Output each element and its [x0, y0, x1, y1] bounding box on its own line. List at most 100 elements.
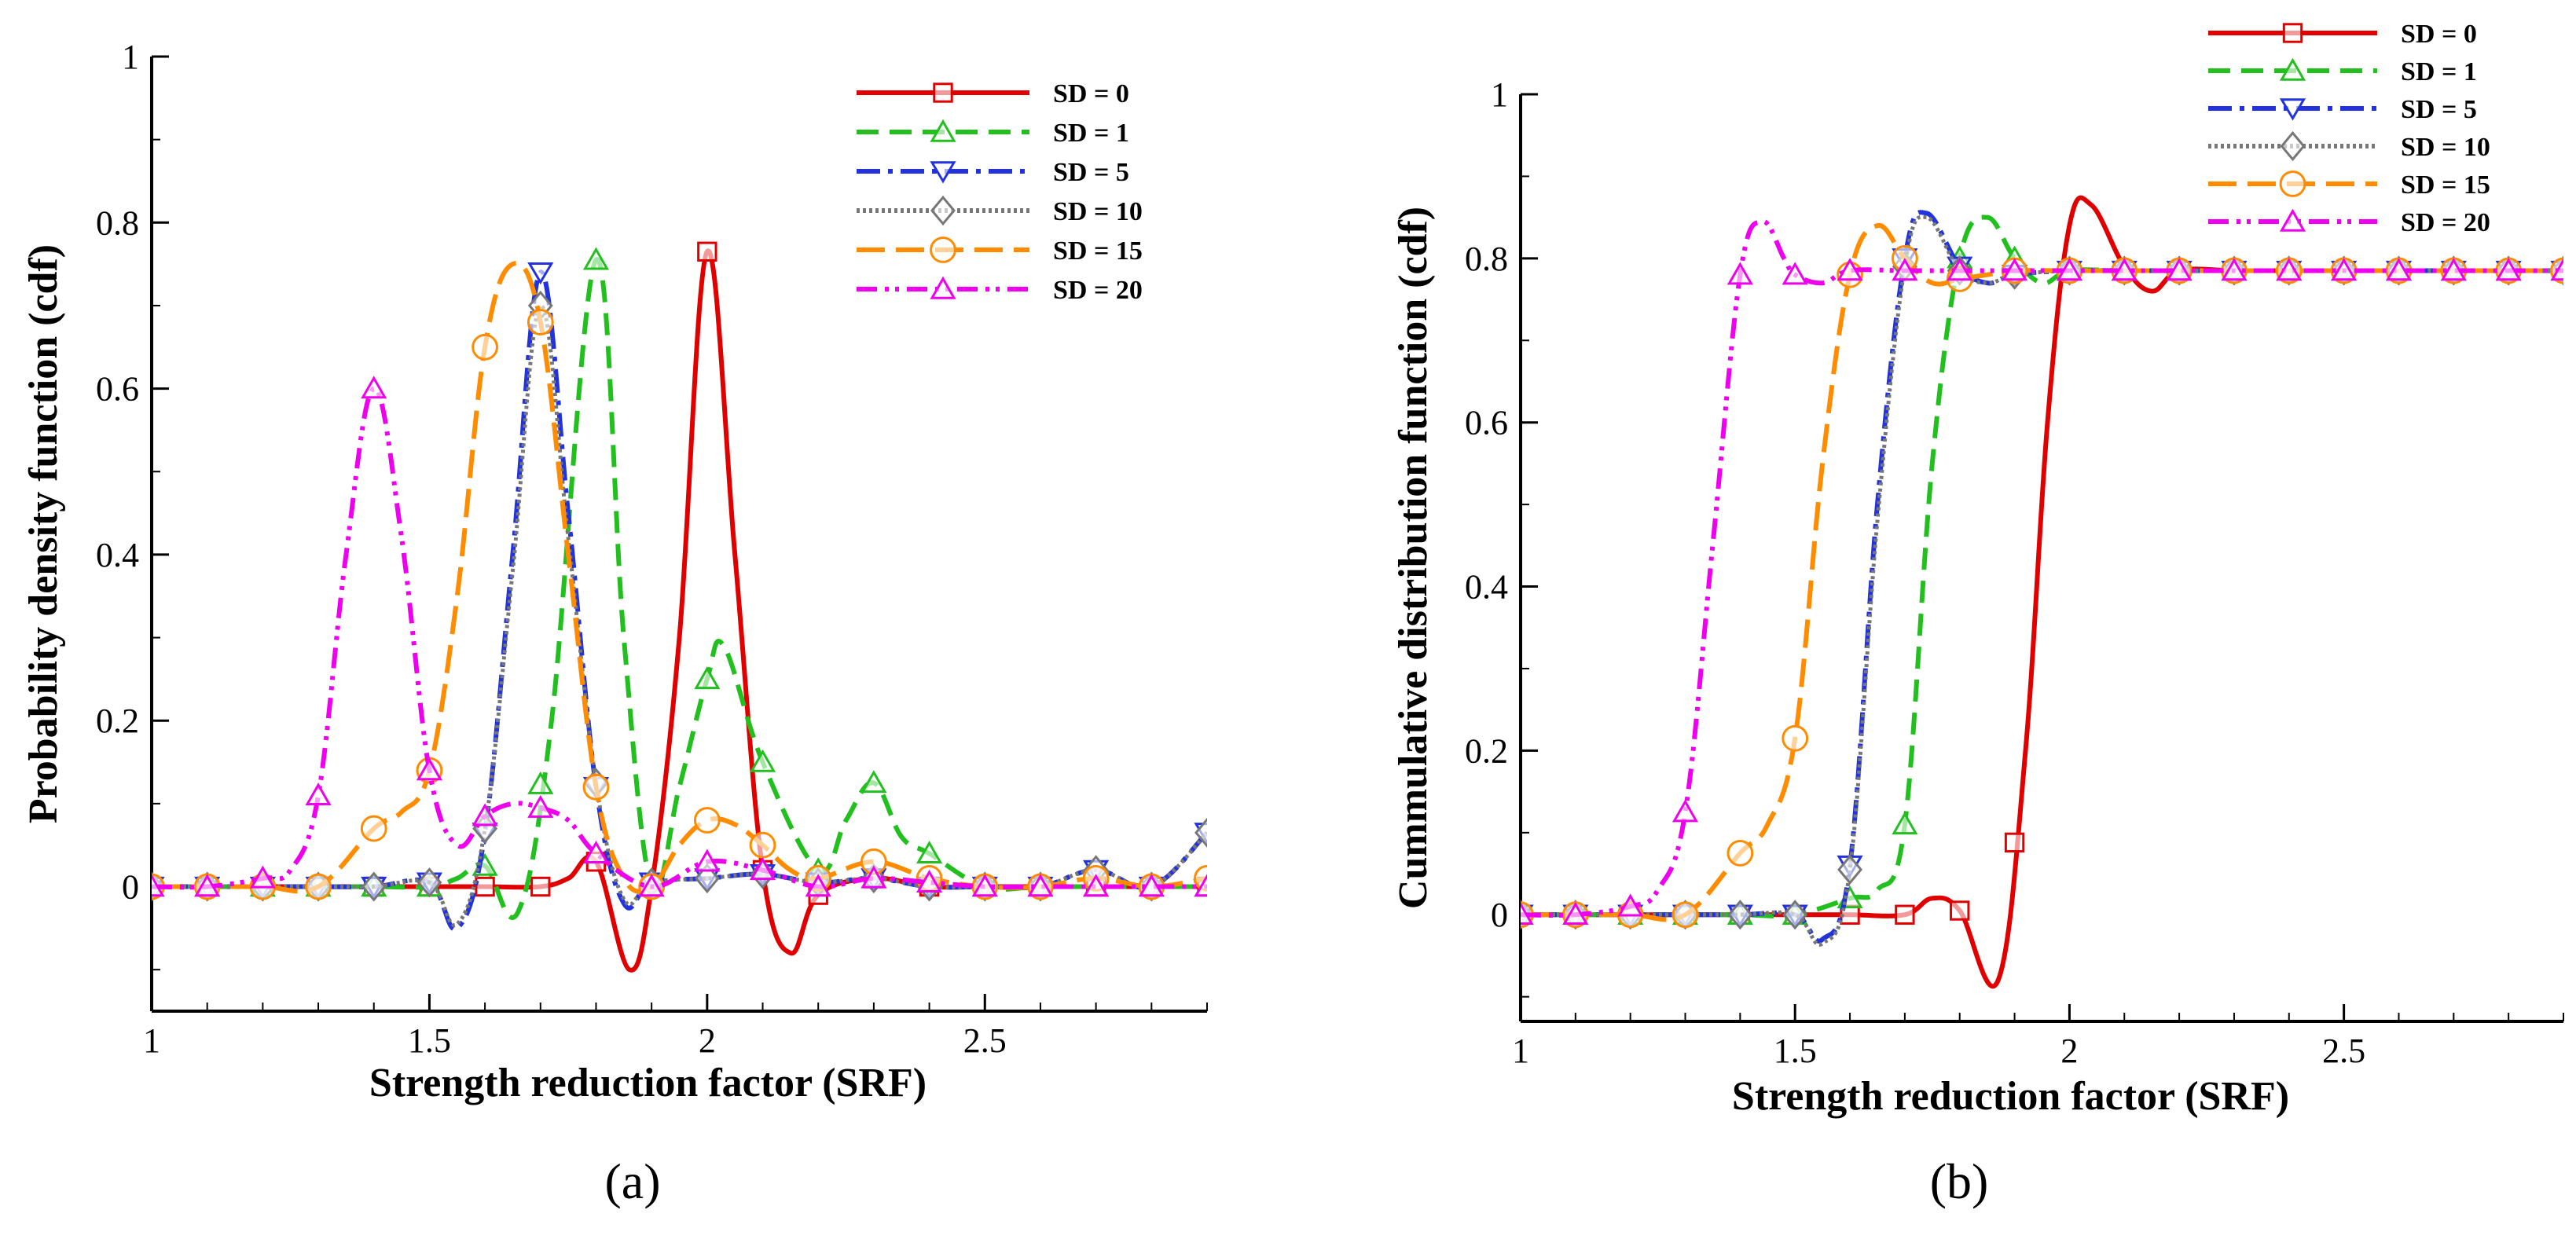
data-point-marker [194, 874, 221, 897]
chart-panel-a: 1 1.5 2 2.5 0 0.2 0.4 0.6 0.8 1 Strength reduction… [21, 38, 1208, 1209]
data-point-marker [697, 241, 717, 262]
y-tick-label: 0.4 [96, 536, 139, 574]
legend-label: SD = 1 [1053, 119, 1129, 148]
legend-item: SD = 5 [857, 158, 1129, 187]
y-tick-label: 0.2 [96, 702, 139, 740]
x-tick-label: 2.5 [963, 1021, 1007, 1060]
data-point-marker [749, 831, 776, 859]
data-point-marker [749, 749, 776, 772]
series-line [152, 257, 1207, 920]
legend-item: SD = 1 [2208, 57, 2477, 86]
data-point-marker [1083, 874, 1110, 897]
data-point-marker [249, 865, 276, 889]
data-point-marker [694, 849, 721, 872]
legend-label: SD = 1 [2401, 57, 2477, 86]
data-point-marker [1727, 900, 1753, 930]
legend-label: SD = 10 [2401, 133, 2490, 162]
data-point-marker [2385, 258, 2413, 281]
data-point-marker [693, 807, 721, 834]
series-sd15 [152, 260, 1207, 900]
legend: SD = 0 SD = 1 SD = 5 SD = 10 SD = 15 SD = 20 [2208, 20, 2490, 237]
legend-marker [930, 119, 956, 142]
data-point-marker [527, 262, 554, 285]
legend-item: SD = 10 [857, 195, 1143, 226]
legend-label: SD = 20 [1053, 276, 1143, 305]
x-tick-label: 1 [143, 1021, 160, 1060]
data-point-marker [2166, 258, 2193, 281]
data-point-marker [971, 874, 998, 897]
data-point-marker [694, 863, 720, 894]
series-sd20 [152, 376, 1207, 897]
data-point-marker [916, 869, 943, 893]
legend-item: SD = 5 [2208, 95, 2477, 124]
legend-item: SD = 15 [857, 236, 1143, 266]
data-point-marker [582, 773, 610, 801]
data-point-marker [1782, 724, 1809, 752]
data-point-marker [361, 871, 387, 902]
data-point-marker [1617, 893, 1644, 917]
legend-marker [2280, 130, 2306, 162]
legend-marker [933, 82, 953, 103]
series-line [1521, 214, 2563, 918]
chart-panel-b: 1 1.5 2 2.5 0 0.2 0.4 0.6 0.8 1 Strength reduction… [1391, 20, 2564, 1209]
x-axis-title: Strength reduction factor (SRF) [1732, 1074, 2289, 1119]
data-point-marker [1782, 900, 1808, 930]
data-point-marker [361, 376, 387, 399]
data-point-marker [2004, 832, 2025, 853]
series-line [152, 248, 1207, 973]
data-point-marker [472, 333, 499, 361]
series-sd1 [1521, 214, 2563, 925]
series-line [1521, 218, 2563, 918]
data-point-marker [475, 876, 495, 897]
legend-marker [2279, 57, 2306, 81]
y-tick-label: 1 [122, 38, 139, 76]
series-line [152, 269, 1207, 932]
legend-label: SD = 5 [2401, 95, 2477, 124]
panel-label: (b) [1930, 1153, 1989, 1209]
data-point-marker [1194, 874, 1207, 897]
data-point-marker [1892, 812, 1918, 835]
legend-label: SD = 10 [1053, 197, 1143, 226]
plot-area [152, 241, 1207, 973]
x-axis-title: Strength reduction factor (SRF) [369, 1061, 927, 1105]
series-sd5 [1521, 210, 2563, 944]
legend-label: SD = 15 [1053, 236, 1143, 266]
series-line [1521, 195, 2563, 989]
data-point-marker [1782, 262, 1808, 285]
legend-marker [930, 161, 956, 184]
legend-item: SD = 15 [2208, 170, 2490, 200]
legend-label: SD = 0 [2401, 20, 2477, 49]
data-point-marker [527, 309, 554, 335]
data-point-marker [1727, 840, 1754, 867]
legend-label: SD = 20 [2401, 208, 2490, 237]
data-point-marker [472, 803, 498, 827]
series-sd10 [1521, 214, 2563, 947]
x-tick-label: 2.5 [2322, 1032, 2365, 1070]
x-tick-label: 2 [2060, 1032, 2078, 1070]
data-point-marker [2276, 258, 2303, 281]
panel-label: (a) [604, 1153, 660, 1209]
data-point-marker [2001, 258, 2028, 281]
series-line [1521, 214, 2563, 947]
data-point-marker [1947, 258, 1973, 281]
x-tick-label: 1.5 [408, 1021, 451, 1060]
x-tick-label: 2 [699, 1021, 716, 1060]
y-axis-title: Probability density function (cdf) [21, 244, 66, 823]
y-axis-title: Cummulative distribution function (cdf) [1391, 207, 1436, 909]
data-point-marker [805, 874, 831, 897]
y-tick-label: 0.6 [96, 370, 139, 409]
y-tick-label: 1 [1491, 75, 1508, 114]
y-tick-label: 0 [1491, 896, 1508, 934]
series-sd1 [152, 247, 1207, 920]
data-point-marker [638, 874, 665, 897]
data-point-marker [749, 857, 776, 881]
x-tick-label: 1 [1512, 1032, 1529, 1070]
y-tick-label: 0.6 [1465, 404, 1508, 442]
data-point-marker [2111, 258, 2137, 281]
data-point-marker [1671, 799, 1699, 823]
series-sd20 [1521, 218, 2563, 925]
series-line [152, 303, 1207, 928]
legend-item: SD = 0 [2208, 20, 2477, 49]
data-point-marker [1895, 904, 1915, 925]
